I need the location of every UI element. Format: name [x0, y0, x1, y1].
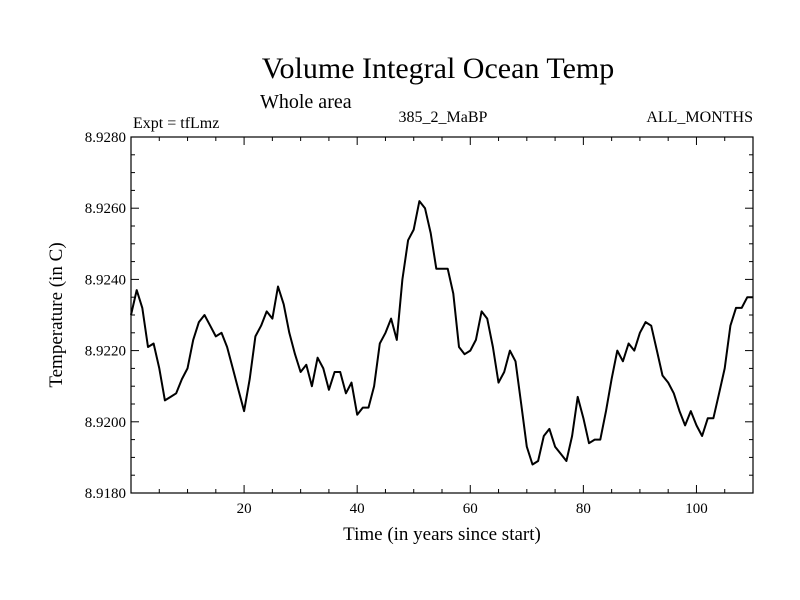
y-tick-label: 8.9220 — [85, 344, 126, 360]
y-tick-label: 8.9260 — [85, 201, 126, 217]
axis-ticks: 20 40 60 80 100 8.9180 8.9200 8.9220 8.9240 8.926… — [85, 130, 753, 517]
months-label: ALL_MONTHS — [646, 109, 753, 126]
chart-title: Volume Integral Ocean Temp — [262, 52, 615, 85]
y-tick-label: 8.9200 — [85, 415, 126, 431]
x-tick-label: 80 — [576, 501, 591, 517]
experiment-label: Expt = tfLmz — [133, 115, 219, 132]
model-run-label: 385_2_MaBP — [399, 109, 488, 126]
x-axis-label: Time (in years since start) — [343, 524, 541, 545]
x-tick-label: 40 — [350, 501, 365, 517]
series-layer — [130, 200, 753, 466]
y-tick-label: 8.9180 — [85, 486, 126, 502]
chart-subtitle: Whole area — [260, 91, 352, 113]
x-tick-label: 100 — [685, 501, 708, 517]
temperature-series-line — [130, 200, 753, 466]
x-tick-label: 60 — [463, 501, 478, 517]
plot-frame — [130, 136, 754, 494]
y-axis-label: Temperature (in C) — [46, 242, 67, 387]
x-tick-label: 20 — [237, 501, 252, 517]
y-tick-label: 8.9280 — [85, 130, 126, 146]
y-tick-label: 8.9240 — [85, 272, 126, 288]
